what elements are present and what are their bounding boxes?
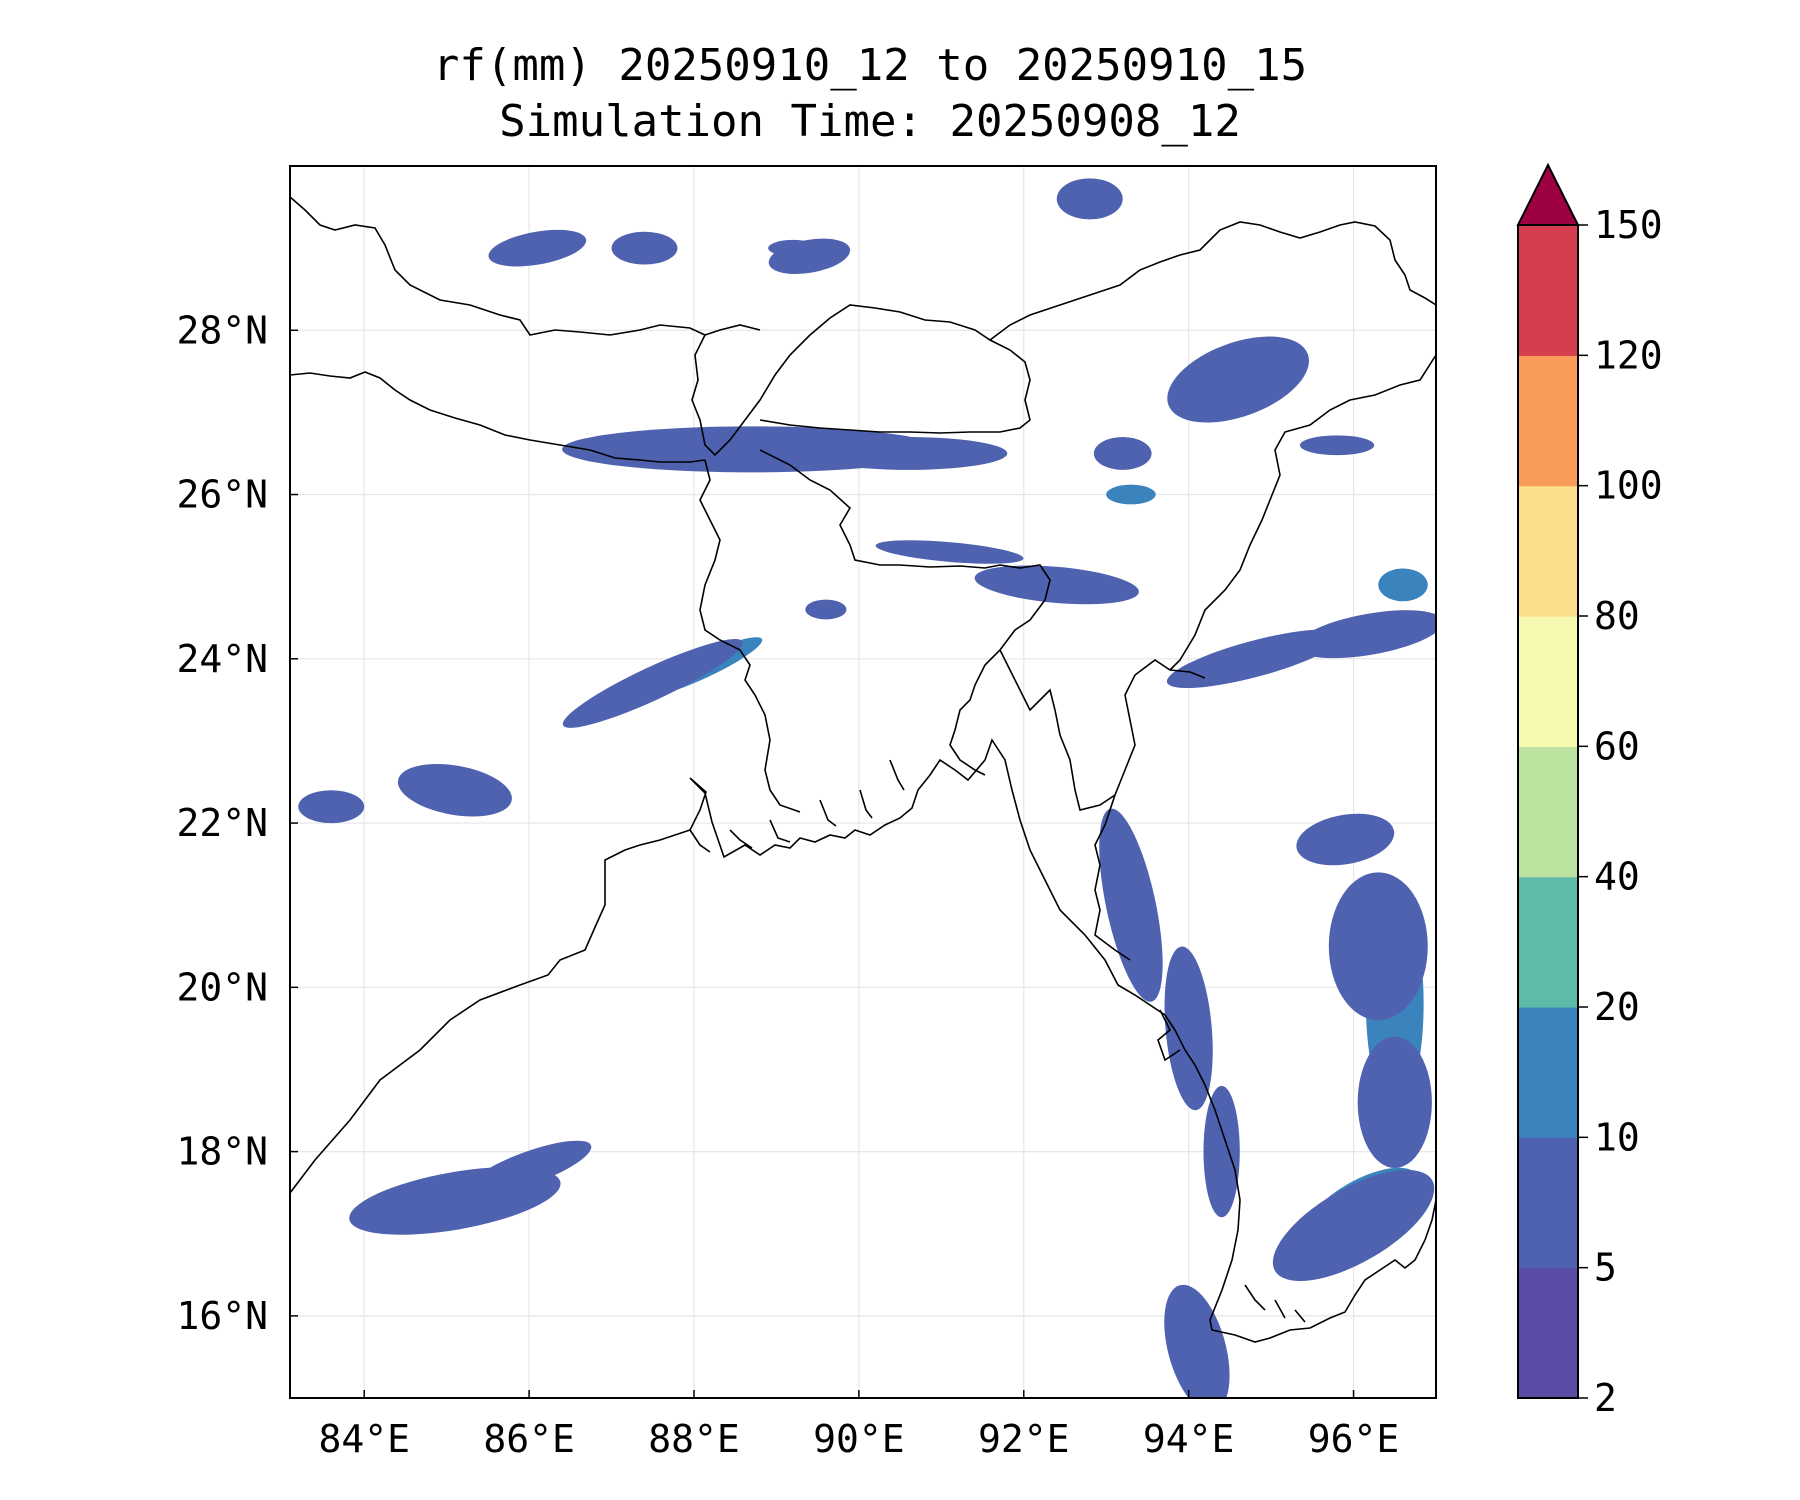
border-myanmar-south xyxy=(1094,794,1131,961)
lat-tick-label: 16°N xyxy=(176,1294,268,1338)
lon-tick-label: 88°E xyxy=(648,1417,740,1461)
colorbar-tick-label: 20 xyxy=(1594,985,1640,1029)
rain-cell xyxy=(1164,946,1213,1111)
rain-cell xyxy=(1106,484,1156,505)
colorbar-tick-label: 5 xyxy=(1594,1246,1617,1290)
border-nepal-north xyxy=(290,196,761,336)
colorbar-segment xyxy=(1518,355,1578,487)
rain-cell xyxy=(397,763,512,817)
rain-cell xyxy=(1378,568,1428,602)
rain-cell xyxy=(1099,808,1163,1002)
rain-cell xyxy=(611,231,678,265)
colorbar: 2 5 10 20 40 60 80 100 120 150 xyxy=(1516,162,1663,1420)
border-nepal-south xyxy=(290,371,706,463)
rain-cell xyxy=(1299,435,1375,456)
rainfall-contours xyxy=(298,178,1436,1398)
lon-tick-label: 90°E xyxy=(813,1417,905,1461)
coastlines-borders xyxy=(290,196,1436,1343)
lon-tick-label: 96°E xyxy=(1308,1417,1400,1461)
rain-cell xyxy=(1296,813,1395,866)
rain-cell xyxy=(1328,872,1428,1021)
colorbar-segment xyxy=(1518,616,1578,747)
colorbar-frame xyxy=(1517,224,1579,1399)
rain-cell xyxy=(1296,610,1436,659)
border-tripura-mizoram xyxy=(999,649,1206,811)
longitude-axis: 84°E 86°E 88°E 90°E 92°E 94°E 96°E xyxy=(318,1390,1399,1461)
colorbar-segment xyxy=(1518,1007,1578,1138)
rain-cell xyxy=(809,437,1008,470)
colorbar-segment xyxy=(1518,746,1578,878)
rain-cell xyxy=(1164,1284,1230,1398)
rain-cell xyxy=(1167,336,1309,423)
lat-tick-label: 18°N xyxy=(176,1130,268,1174)
colorbar-segment xyxy=(1518,485,1578,617)
border-sikkim-bhutan xyxy=(691,304,1031,457)
lon-tick-label: 84°E xyxy=(318,1417,410,1461)
colorbar-tick-label: 80 xyxy=(1594,594,1640,638)
border-bangladesh xyxy=(699,449,1051,813)
rain-cell xyxy=(974,565,1139,605)
rain-cell xyxy=(805,599,847,620)
rain-cell xyxy=(1272,1170,1435,1282)
colorbar-segment xyxy=(1518,1137,1578,1269)
colorbar-tick-label: 2 xyxy=(1594,1376,1617,1420)
rain-cell xyxy=(875,540,1024,564)
lat-tick-label: 28°N xyxy=(176,308,268,352)
colorbar-tick-label: 120 xyxy=(1594,333,1663,377)
colorbar-tick-label: 100 xyxy=(1594,464,1663,508)
rain-cell xyxy=(768,239,818,257)
rain-cell xyxy=(562,639,743,728)
colorbar-segment xyxy=(1518,876,1578,1008)
rain-cell xyxy=(1357,1036,1432,1169)
lat-tick-label: 20°N xyxy=(176,965,268,1009)
colorbar-segment xyxy=(1518,1267,1578,1399)
rain-cell xyxy=(1093,437,1152,470)
colorbar-extend-arrow xyxy=(1516,162,1580,226)
colorbar-segment xyxy=(1518,225,1578,356)
rain-cell xyxy=(488,229,587,267)
lat-tick-label: 26°N xyxy=(176,473,268,517)
rain-cell xyxy=(1056,178,1123,220)
rain-cell xyxy=(298,790,365,824)
rain-cell xyxy=(466,1140,592,1196)
coastline-bay-of-bengal xyxy=(290,738,1436,1343)
map-gridlines xyxy=(290,166,1436,1398)
map-title: rf(mm) 20250910_12 to 20250910_15 xyxy=(432,40,1308,91)
lon-tick-label: 86°E xyxy=(483,1417,575,1461)
latitude-axis: 16°N 18°N 20°N 22°N 24°N 26°N 28°N xyxy=(176,308,298,1338)
lon-tick-label: 92°E xyxy=(978,1417,1070,1461)
lat-tick-label: 22°N xyxy=(176,801,268,845)
rain-cell xyxy=(1203,1085,1240,1218)
colorbar-tick-label: 10 xyxy=(1594,1115,1640,1159)
colorbar-tick-label: 60 xyxy=(1594,724,1640,768)
map-subtitle: Simulation Time: 20250908_12 xyxy=(499,96,1241,147)
coastline-delta-islands xyxy=(689,759,1306,1323)
border-arunachal xyxy=(989,221,1436,341)
colorbar-tick-label: 150 xyxy=(1594,203,1663,247)
map-frame xyxy=(289,165,1437,1399)
colorbar-tick-label: 40 xyxy=(1594,855,1640,899)
lat-tick-label: 24°N xyxy=(176,637,268,681)
lon-tick-label: 94°E xyxy=(1143,1417,1235,1461)
border-myanmar-india xyxy=(1169,354,1436,671)
